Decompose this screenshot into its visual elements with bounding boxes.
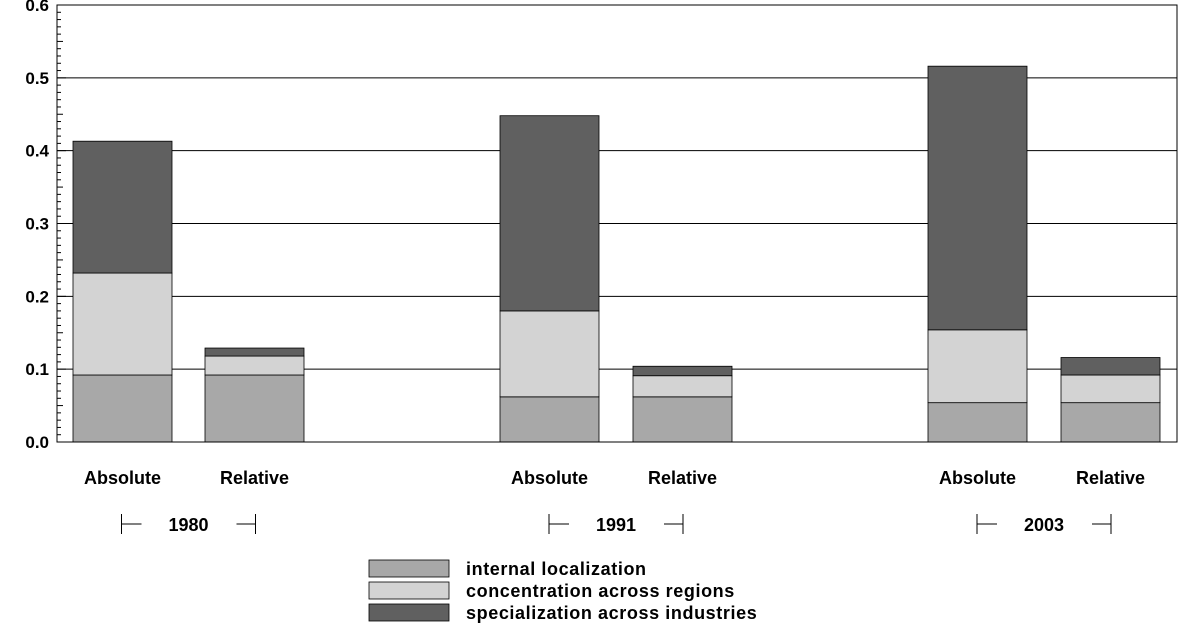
bar-segment: [72, 140, 173, 274]
group-labels: 1980 1991 2003: [121, 514, 1112, 535]
bar-segment: [204, 347, 305, 357]
legend-swatch: [368, 559, 450, 578]
bars: [72, 65, 1161, 443]
group-label: 1980: [168, 515, 208, 535]
bar-label: Absolute: [84, 468, 161, 488]
bar-segment: [927, 329, 1028, 404]
bar-segment: [632, 375, 733, 398]
bar-label: Absolute: [939, 468, 1016, 488]
bar-label: Relative: [1076, 468, 1145, 488]
bar-segment: [499, 310, 600, 398]
bar-segment: [632, 365, 733, 377]
y-tick-label: 0.3: [25, 215, 49, 234]
y-tick-label: 0.4: [25, 142, 49, 161]
legend-swatch: [368, 603, 450, 622]
group-label: 2003: [1024, 515, 1064, 535]
bar-segment: [499, 396, 600, 443]
legend-label: concentration across regions: [466, 581, 735, 601]
bar-segment: [72, 272, 173, 376]
bar-label: Relative: [648, 468, 717, 488]
bar-segment: [204, 374, 305, 443]
bar-segment: [499, 115, 600, 312]
y-tick-label: 0.6: [25, 0, 49, 15]
bar-segment: [927, 402, 1028, 443]
bar-segment: [1060, 402, 1161, 443]
group-label: 1991: [596, 515, 636, 535]
legend-label: internal localization: [466, 559, 647, 579]
legend-swatch: [368, 581, 450, 600]
bar-label: Absolute: [511, 468, 588, 488]
y-tick-label: 0.1: [25, 360, 49, 379]
legend-label: specialization across industries: [466, 603, 757, 623]
y-tick-label: 0.0: [25, 433, 49, 452]
bar-segment: [1060, 374, 1161, 404]
y-axis: 0.0 0.1 0.2 0.3 0.4 0.5 0.6: [25, 0, 66, 452]
bar-segment: [1060, 357, 1161, 376]
x-axis-labels: Absolute Relative Absolute Relative Absolute…: [84, 468, 1145, 488]
bar-label: Relative: [220, 468, 289, 488]
y-tick-label: 0.5: [25, 69, 49, 88]
bar-segment: [632, 396, 733, 443]
bar-segment: [927, 65, 1028, 331]
y-tick-label: 0.2: [25, 287, 49, 306]
bar-segment: [72, 374, 173, 443]
bar-segment: [204, 355, 305, 376]
